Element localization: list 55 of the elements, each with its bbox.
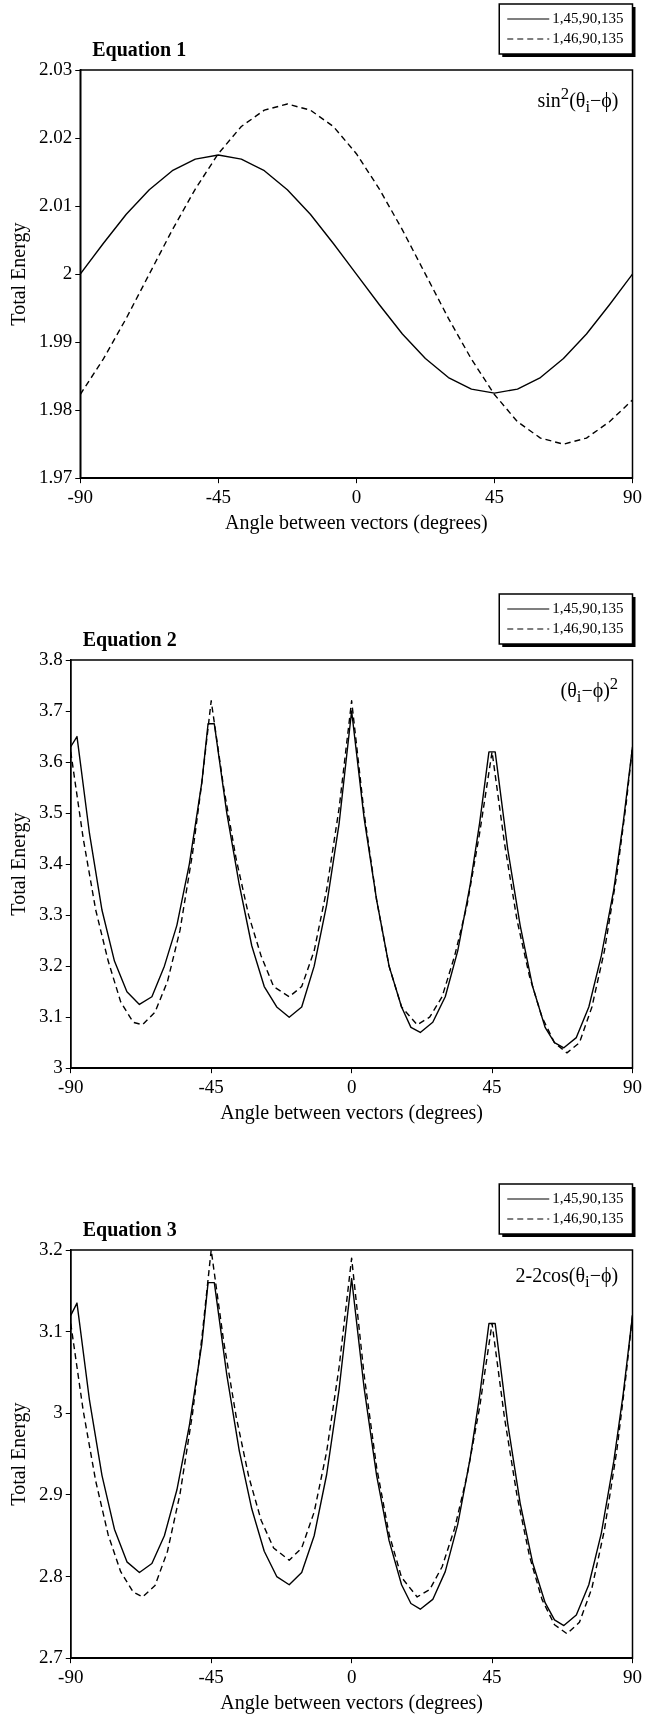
y-tick-label: 2.9 [39, 1482, 63, 1504]
x-axis-title: Angle between vectors (degrees) [220, 1101, 483, 1125]
y-tick-label: 1.98 [39, 398, 73, 420]
legend-label: 1,45,90,135 [552, 9, 624, 26]
y-tick-label: 3.3 [39, 903, 63, 925]
y-tick-label: 2.03 [39, 57, 73, 79]
x-tick-label: 0 [346, 1665, 357, 1687]
x-tick-label: -90 [58, 1075, 84, 1097]
y-tick-label: 2.02 [39, 126, 73, 148]
annotation: (θ$_{i}$−ϕ)$^{2}$ [560, 674, 619, 707]
y-tick-label: 3.2 [39, 954, 63, 976]
y-tick-label: 3 [53, 1056, 63, 1078]
chart-title: Equation 2 [82, 628, 177, 651]
annotation: 2-2cos(θ$_{i}$−ϕ) [515, 1264, 619, 1292]
y-axis-title: Total Energy [7, 222, 31, 326]
legend-label: 1,45,90,135 [552, 1189, 624, 1206]
x-tick-label: 45 [482, 1075, 502, 1097]
y-axis-title: Total Energy [7, 1402, 31, 1506]
chart-title: Equation 3 [82, 1218, 177, 1241]
x-axis-title: Angle between vectors (degrees) [220, 1691, 483, 1715]
y-tick-label: 3 [53, 1401, 63, 1423]
y-tick-label: 3.1 [39, 1319, 63, 1341]
x-tick-label: 0 [351, 485, 362, 507]
x-tick-label: 90 [623, 1075, 642, 1097]
annotation: sin$^{2}$(θ$_{i}$−ϕ) [537, 84, 619, 117]
legend-label: 1,46,90,135 [552, 619, 624, 636]
y-tick-label: 3.5 [39, 801, 63, 823]
y-tick-label: 2 [62, 262, 73, 284]
x-tick-label: 45 [484, 485, 504, 507]
y-tick-label: 3.4 [39, 852, 64, 874]
x-tick-label: 90 [623, 1665, 642, 1687]
chart-title: Equation 1 [92, 38, 187, 61]
y-tick-label: 3.2 [39, 1237, 63, 1259]
x-tick-label: -45 [205, 485, 231, 507]
y-tick-label: 1.99 [39, 330, 73, 352]
x-axis-title: Angle between vectors (degrees) [225, 511, 488, 535]
y-tick-label: 3.7 [39, 699, 63, 721]
y-tick-label: 2.8 [39, 1564, 63, 1586]
y-tick-label: 2.7 [39, 1646, 63, 1668]
x-tick-label: -90 [67, 485, 93, 507]
x-tick-label: 45 [482, 1665, 502, 1687]
x-tick-label: -90 [58, 1665, 84, 1687]
y-axis-title: Total Energy [7, 812, 31, 916]
x-tick-label: 0 [346, 1075, 357, 1097]
y-tick-label: 2.01 [39, 194, 73, 216]
x-tick-label: -45 [198, 1075, 224, 1097]
y-tick-label: 1.97 [39, 466, 73, 488]
x-tick-label: -45 [198, 1665, 224, 1687]
y-tick-label: 3.1 [39, 1005, 63, 1027]
y-tick-label: 3.6 [39, 750, 63, 772]
legend-label: 1,46,90,135 [552, 29, 624, 46]
legend-label: 1,45,90,135 [552, 599, 624, 616]
x-tick-label: 90 [623, 485, 642, 507]
y-tick-label: 3.8 [39, 647, 63, 669]
legend-label: 1,46,90,135 [552, 1209, 624, 1226]
